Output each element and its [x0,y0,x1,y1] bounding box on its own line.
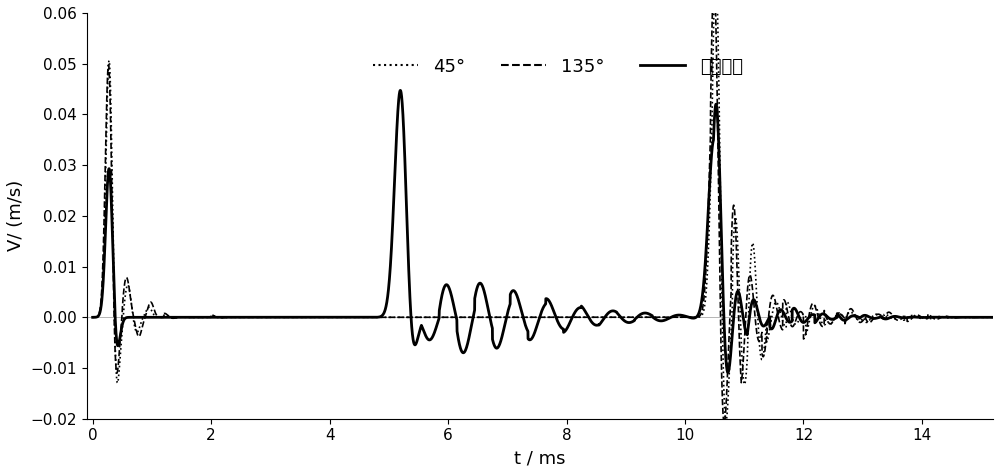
X-axis label: t / ms: t / ms [514,449,566,467]
Y-axis label: V/ (m/s): V/ (m/s) [7,180,25,252]
135° [707,0,719,6]
135° [220,315,232,320]
45° [220,315,232,320]
135° [914,313,926,319]
Legend: 45°, 135°, 平均信号: 45°, 135°, 平均信号 [366,50,750,83]
45° [840,314,852,320]
135° [870,312,882,318]
平均信号 [722,370,734,375]
45° [988,314,1000,320]
平均信号 [840,317,852,323]
135° [933,316,945,321]
平均信号 [87,314,99,320]
45° [870,311,882,317]
Line: 45°: 45° [93,3,994,421]
平均信号 [394,88,406,93]
135° [840,316,852,322]
45° [933,314,945,319]
135° [988,315,1000,320]
45° [87,314,99,320]
平均信号 [870,315,882,321]
平均信号 [220,314,232,320]
45° [720,419,732,424]
Line: 平均信号: 平均信号 [93,91,994,373]
平均信号 [988,314,1000,320]
135° [718,420,730,426]
135° [87,314,99,320]
平均信号 [914,315,926,320]
45° [914,316,926,321]
平均信号 [572,306,584,311]
135° [572,314,584,320]
45° [708,0,720,6]
平均信号 [933,315,945,320]
45° [572,314,584,320]
Line: 135°: 135° [93,3,994,423]
